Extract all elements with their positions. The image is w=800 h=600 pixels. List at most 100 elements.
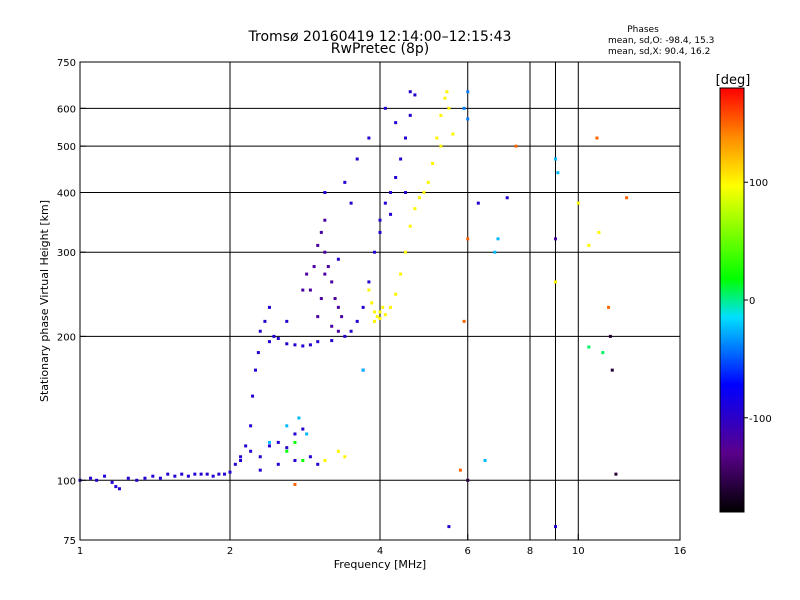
data-point (267, 444, 271, 448)
data-point (451, 132, 455, 136)
data-point (378, 218, 382, 222)
data-point (458, 468, 462, 472)
data-point (330, 339, 334, 343)
x-tick-label: 8 (527, 546, 533, 557)
data-point (158, 476, 162, 480)
data-point (336, 305, 340, 309)
data-point (180, 472, 184, 476)
data-point (323, 458, 327, 462)
colorbar-ticks: 100 0 -100 (744, 178, 772, 425)
data-point (272, 334, 276, 338)
data-point (403, 250, 407, 254)
data-points (78, 90, 629, 529)
data-point (343, 180, 347, 184)
data-point (293, 458, 297, 462)
data-point (462, 106, 466, 110)
data-point (276, 336, 280, 340)
data-point (330, 324, 334, 328)
data-point (553, 237, 557, 241)
data-point (553, 525, 557, 529)
data-point (263, 319, 267, 323)
data-point (301, 427, 305, 431)
data-point (258, 455, 262, 459)
data-point (373, 310, 377, 314)
data-point (383, 106, 387, 110)
data-point (367, 136, 371, 140)
data-point (166, 472, 170, 476)
colorbar-tick-label: -100 (749, 414, 772, 425)
x-axis-ticks: 1 2 4 6 8 10 16 (77, 534, 687, 557)
data-point (381, 305, 385, 309)
chart-subtitle: RwPretec (8p) (331, 41, 429, 57)
data-point (285, 424, 289, 428)
data-point (323, 272, 327, 276)
data-point (267, 305, 271, 309)
data-point (389, 305, 393, 309)
data-point (285, 446, 289, 450)
data-point (249, 424, 253, 428)
data-point (249, 449, 253, 453)
data-point (408, 113, 412, 117)
data-point (256, 351, 260, 355)
data-point (370, 301, 374, 305)
data-point (466, 90, 470, 94)
data-point (316, 315, 320, 319)
data-point (95, 478, 99, 482)
y-tick-label: 400 (57, 188, 76, 199)
data-point (597, 230, 601, 234)
data-point (553, 280, 557, 284)
data-point (408, 224, 412, 228)
data-point (186, 474, 190, 478)
y-tick-label: 200 (57, 332, 76, 343)
data-point (285, 319, 289, 323)
data-point (308, 288, 312, 292)
data-point (367, 280, 371, 284)
data-point (319, 230, 323, 234)
y-axis-label: Stationary phase Virtual Height [km] (38, 200, 51, 402)
y-tick-label: 300 (57, 248, 76, 259)
data-point (361, 368, 365, 372)
data-point (378, 316, 382, 320)
data-point (367, 288, 371, 292)
data-point (211, 474, 215, 478)
data-point (110, 480, 114, 484)
phase-stats-heading: Phases (627, 25, 659, 35)
data-point (135, 478, 139, 482)
data-point (340, 315, 344, 319)
data-point (305, 272, 309, 276)
data-point (431, 161, 435, 165)
data-point (483, 458, 487, 462)
data-point (614, 472, 618, 476)
data-point (435, 136, 439, 140)
data-point (258, 468, 262, 472)
data-point (319, 297, 323, 301)
data-point (143, 476, 147, 480)
colorbar-unit: [deg] (716, 73, 751, 88)
data-point (285, 342, 289, 346)
data-point (343, 334, 347, 338)
data-point (389, 190, 393, 194)
data-point (323, 218, 327, 222)
data-point (625, 196, 629, 200)
colorbar (719, 87, 745, 513)
x-tick-label: 4 (377, 546, 383, 557)
data-point (301, 288, 305, 292)
colorbar-tick-label: 0 (749, 296, 755, 307)
x-tick-label: 16 (674, 546, 687, 557)
data-point (293, 343, 297, 347)
data-point (375, 315, 379, 319)
data-point (556, 171, 560, 175)
data-point (239, 455, 243, 459)
data-point (607, 305, 611, 309)
data-point (276, 462, 280, 466)
data-point (443, 96, 447, 100)
data-point (413, 93, 417, 97)
data-point (496, 237, 500, 241)
data-point (403, 190, 407, 194)
data-point (114, 485, 118, 489)
data-point (587, 345, 591, 349)
y-tick-label: 750 (57, 58, 76, 69)
data-point (399, 157, 403, 161)
data-point (336, 329, 340, 333)
